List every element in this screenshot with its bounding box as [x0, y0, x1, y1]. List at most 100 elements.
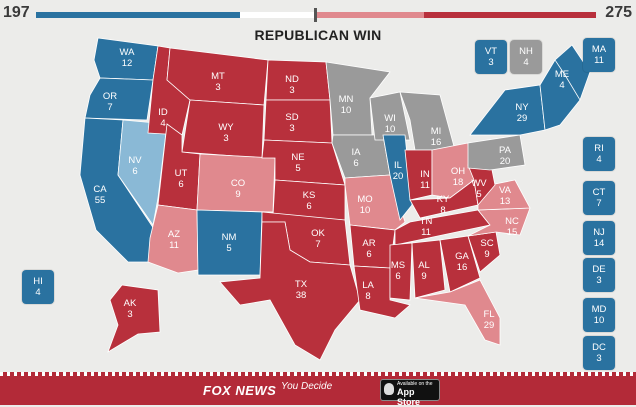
callout-ri[interactable]: RI 4: [583, 137, 615, 171]
bar-dem-solid: [36, 12, 240, 18]
electoral-progress-bar: [36, 12, 596, 18]
callout-nh[interactable]: NH 4: [510, 40, 542, 74]
state-label-sc: SC 9: [480, 238, 493, 260]
callout-abbr: CT: [592, 187, 606, 198]
state-tx[interactable]: [219, 221, 361, 361]
state-label-az: AZ 11: [168, 229, 180, 251]
state-label-ks: KS 6: [303, 190, 316, 212]
state-label-ms: MS 6: [391, 260, 405, 282]
state-label-in: IN 11: [420, 169, 430, 191]
callout-abbr: DE: [592, 264, 606, 275]
state-label-ca: CA 55: [93, 184, 107, 206]
state-label-wy: WY 3: [218, 122, 234, 144]
state-label-mi: MI 16: [431, 126, 442, 148]
state-label-tn: TN 11: [420, 216, 433, 238]
state-mi[interactable]: [399, 91, 456, 151]
state-label-oh: OH 18: [451, 166, 465, 188]
state-label-co: CO 9: [231, 178, 245, 200]
callout-votes: 3: [596, 275, 602, 286]
state-label-wv: WV 5: [471, 178, 487, 200]
state-label-fl: FL 29: [483, 309, 494, 331]
callout-abbr: MD: [591, 304, 607, 315]
state-label-al: AL 9: [418, 260, 430, 282]
callout-abbr: DC: [592, 342, 606, 353]
callout-abbr: HI: [33, 276, 43, 287]
callout-votes: 11: [594, 55, 604, 66]
callout-nj[interactable]: NJ 14: [583, 221, 615, 255]
state-label-sd: SD 3: [285, 112, 298, 134]
bar-rep-solid: [424, 12, 596, 18]
callout-ma[interactable]: MA 11: [583, 38, 615, 72]
state-ak[interactable]: [107, 284, 161, 353]
state-label-il: IL 20: [393, 160, 404, 182]
state-pa[interactable]: [467, 134, 526, 171]
state-label-ga: GA 16: [455, 251, 469, 273]
state-label-ok: OK 7: [311, 228, 325, 250]
you-decide-logo: You Decide: [281, 381, 333, 392]
callout-votes: 3: [488, 57, 494, 68]
footer-stripe: [0, 372, 636, 376]
state-label-id: ID 4: [158, 107, 168, 129]
callout-abbr: RI: [594, 143, 604, 154]
result-headline: REPUBLICAN WIN: [254, 27, 382, 43]
callout-votes: 10: [593, 315, 605, 326]
state-ga[interactable]: [439, 235, 481, 293]
state-label-nm: NM 5: [222, 232, 237, 254]
state-me[interactable]: [554, 44, 591, 101]
callout-hi[interactable]: HI 4: [22, 270, 54, 304]
app-store-badge[interactable]: Available on the App Store: [380, 379, 440, 407]
majority-marker: [314, 8, 317, 22]
state-ms[interactable]: [389, 242, 413, 301]
state-label-va: VA 13: [499, 185, 512, 207]
state-or[interactable]: [84, 77, 154, 121]
state-label-mn: MN 10: [339, 94, 354, 116]
callout-abbr: NJ: [593, 227, 605, 238]
callout-votes: 14: [593, 238, 605, 249]
state-label-mt: MT 3: [211, 71, 225, 93]
callout-md[interactable]: MD 10: [583, 298, 615, 332]
app-store-big-label: App Store: [397, 387, 421, 407]
state-label-ky: KY 8: [437, 194, 450, 216]
app-store-small-label: Available on the: [397, 381, 433, 387]
state-label-me: ME 4: [555, 69, 569, 91]
footer-bar: [0, 372, 636, 405]
state-label-ut: UT 6: [175, 168, 188, 190]
state-al[interactable]: [411, 239, 446, 299]
bar-undecided: [240, 12, 314, 18]
state-label-nc: NC 15: [505, 216, 519, 238]
us-map: WA 12 OR 7 CA 55 NV 6 ID 4 MT 3 WY 3 UT 6 AZ 11 CO 9 NM 5 ND 3 S…: [79, 37, 591, 361]
callout-dc[interactable]: DC 3: [583, 336, 615, 370]
callout-de[interactable]: DE 3: [583, 258, 615, 292]
callout-votes: 4: [35, 287, 41, 298]
apple-icon: [384, 383, 394, 395]
callout-abbr: MA: [591, 44, 607, 55]
state-label-tx: TX 38: [295, 279, 308, 301]
state-label-ny: NY 29: [515, 102, 529, 124]
state-label-ia: IA 6: [352, 147, 362, 169]
callout-votes: 4: [596, 154, 602, 165]
state-label-ak: AK 3: [124, 298, 137, 320]
callout-ct[interactable]: CT 7: [583, 181, 615, 215]
callout-votes: 3: [596, 353, 602, 364]
state-label-or: OR 7: [103, 91, 117, 113]
callout-vt[interactable]: VT 3: [475, 40, 507, 74]
dem-electoral-total: 197: [3, 4, 30, 21]
state-label-pa: PA 20: [499, 145, 512, 167]
state-fl[interactable]: [414, 279, 501, 346]
callout-votes: 4: [523, 57, 529, 68]
callout-votes: 7: [596, 198, 602, 209]
state-il[interactable]: [382, 134, 413, 221]
rep-electoral-total: 275: [605, 4, 632, 21]
state-label-wi: WI 10: [384, 113, 396, 135]
state-label-la: LA 8: [362, 280, 374, 302]
state-label-ne: NE 5: [291, 152, 304, 174]
callout-abbr: VT: [484, 46, 498, 57]
state-label-nd: ND 3: [285, 74, 299, 96]
state-ny[interactable]: [469, 84, 546, 136]
state-label-ar: AR 6: [362, 238, 375, 260]
fox-news-logo: FOX NEWS: [203, 383, 277, 398]
state-wi[interactable]: [369, 91, 411, 141]
state-label-nv: NV 6: [128, 155, 142, 177]
bar-rep-lean: [314, 12, 424, 18]
